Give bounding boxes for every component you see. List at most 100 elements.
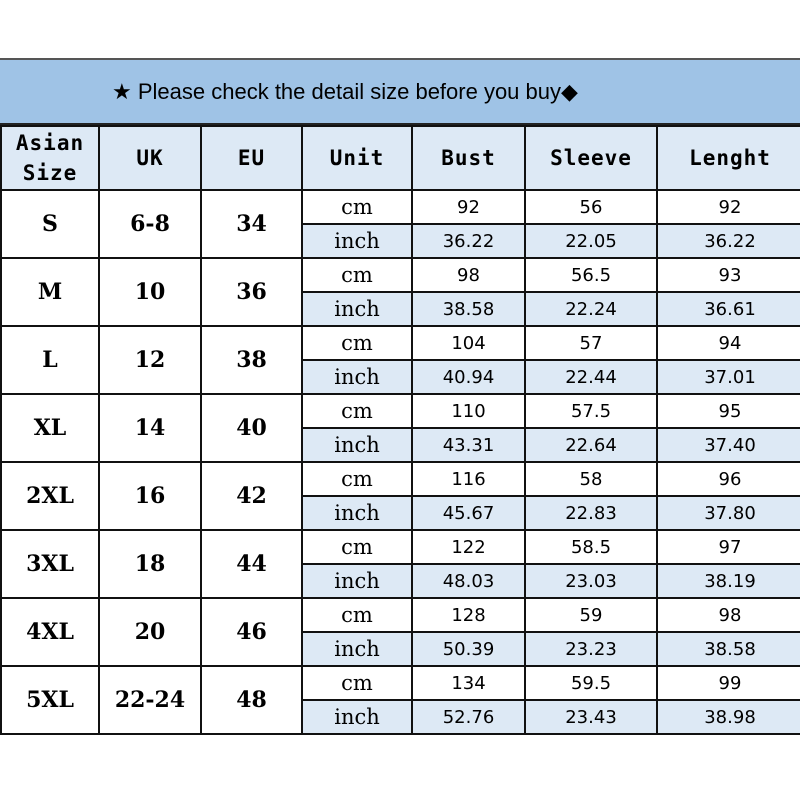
header-sleeve: Sleeve [524,125,658,191]
uk-cell: 22-24 [98,665,202,735]
sleeve-inch-cell: 22.83 [524,495,658,531]
sleeve-inch-cell: 22.64 [524,427,658,463]
table-row-inch: inch 48.03 23.03 38.19 [1,563,800,599]
unit-cm-cell: cm [301,189,413,225]
size-chart: ★ Please check the detail size before yo… [0,58,800,735]
table-row-cm: 3XL 18 44 cm 122 58.5 97 [0,529,800,599]
sleeve-inch-cell: 22.24 [524,291,658,327]
header-unit: Unit [301,125,413,191]
unit-cm-cell: cm [301,393,413,429]
sleeve-inch-cell: 23.23 [524,631,658,667]
unit-inch-cell: inch [301,631,413,667]
eu-cell: 46 [200,597,303,667]
eu-cell: 40 [200,393,303,463]
size-cell: XL [0,393,100,463]
table-row-inch: inch 50.39 23.23 38.58 [1,631,800,667]
unit-inch-cell: inch [301,495,413,531]
uk-cell: 12 [98,325,202,395]
size-cell: S [0,189,100,259]
bust-inch-cell: 43.31 [411,427,526,463]
eu-cell: 42 [200,461,303,531]
length-cm-cell: 96 [656,461,800,497]
sleeve-cm-cell: 58 [524,461,658,497]
table-row-inch: inch 45.67 22.83 37.80 [1,495,800,531]
sleeve-cm-cell: 59 [524,597,658,633]
bust-inch-cell: 48.03 [411,563,526,599]
sleeve-cm-cell: 59.5 [524,665,658,701]
sleeve-cm-cell: 57.5 [524,393,658,429]
table-row-cm: 2XL 16 42 cm 116 58 96 [0,461,800,531]
bust-inch-cell: 38.58 [411,291,526,327]
header-row: Asian Size UK EU Unit Bust Sleeve Lenght [0,125,800,191]
unit-cm-cell: cm [301,461,413,497]
bust-inch-cell: 45.67 [411,495,526,531]
length-cm-cell: 92 [656,189,800,225]
length-cm-cell: 93 [656,257,800,293]
size-cell: 4XL [0,597,100,667]
length-inch-cell: 37.40 [656,427,800,463]
size-table: Asian Size UK EU Unit Bust Sleeve Lenght… [0,125,800,735]
length-cm-cell: 95 [656,393,800,429]
unit-inch-cell: inch [301,291,413,327]
table-row-cm: XL 14 40 cm 110 57.5 95 [0,393,800,463]
unit-inch-cell: inch [301,359,413,395]
diamond-icon: ◆ [561,78,578,104]
banner-text: Please check the detail size before you … [137,78,562,104]
bust-inch-cell: 36.22 [411,223,526,259]
header-asian-size: Asian Size [0,125,100,191]
bust-inch-cell: 40.94 [411,359,526,395]
size-cell: M [0,257,100,327]
size-cell: 3XL [0,529,100,599]
uk-cell: 18 [98,529,202,599]
unit-inch-cell: inch [301,699,413,735]
unit-cm-cell: cm [301,597,413,633]
eu-cell: 44 [200,529,303,599]
uk-cell: 16 [98,461,202,531]
length-inch-cell: 37.80 [656,495,800,531]
sleeve-inch-cell: 22.05 [524,223,658,259]
length-cm-cell: 94 [656,325,800,361]
unit-cm-cell: cm [301,665,413,701]
sleeve-cm-cell: 56.5 [524,257,658,293]
length-inch-cell: 37.01 [656,359,800,395]
length-inch-cell: 36.61 [656,291,800,327]
bust-inch-cell: 50.39 [411,631,526,667]
unit-inch-cell: inch [301,563,413,599]
eu-cell: 36 [200,257,303,327]
header-bust: Bust [411,125,526,191]
length-cm-cell: 99 [656,665,800,701]
table-row-inch: inch 38.58 22.24 36.61 [1,291,800,327]
sleeve-cm-cell: 58.5 [524,529,658,565]
size-notice-banner: ★ Please check the detail size before yo… [0,58,800,125]
uk-cell: 6-8 [98,189,202,259]
eu-cell: 34 [200,189,303,259]
eu-cell: 48 [200,665,303,735]
table-row-cm: 5XL 22-24 48 cm 134 59.5 99 [0,665,800,735]
bust-cm-cell: 128 [411,597,526,633]
length-inch-cell: 38.58 [656,631,800,667]
bust-cm-cell: 116 [411,461,526,497]
eu-cell: 38 [200,325,303,395]
size-cell: L [0,325,100,395]
sleeve-inch-cell: 23.43 [524,699,658,735]
length-inch-cell: 38.19 [656,563,800,599]
sleeve-inch-cell: 22.44 [524,359,658,395]
size-cell: 5XL [0,665,100,735]
uk-cell: 10 [98,257,202,327]
bust-cm-cell: 110 [411,393,526,429]
bust-cm-cell: 122 [411,529,526,565]
table-row-inch: inch 40.94 22.44 37.01 [1,359,800,395]
sleeve-cm-cell: 56 [524,189,658,225]
table-row-cm: 4XL 20 46 cm 128 59 98 [0,597,800,667]
table-row-cm: M 10 36 cm 98 56.5 93 [0,257,800,327]
header-uk: UK [98,125,202,191]
unit-cm-cell: cm [301,529,413,565]
size-cell: 2XL [0,461,100,531]
unit-inch-cell: inch [301,427,413,463]
unit-inch-cell: inch [301,223,413,259]
star-icon: ★ [112,78,132,104]
bust-inch-cell: 52.76 [411,699,526,735]
table-row-inch: inch 36.22 22.05 36.22 [1,223,800,259]
bust-cm-cell: 92 [411,189,526,225]
uk-cell: 14 [98,393,202,463]
